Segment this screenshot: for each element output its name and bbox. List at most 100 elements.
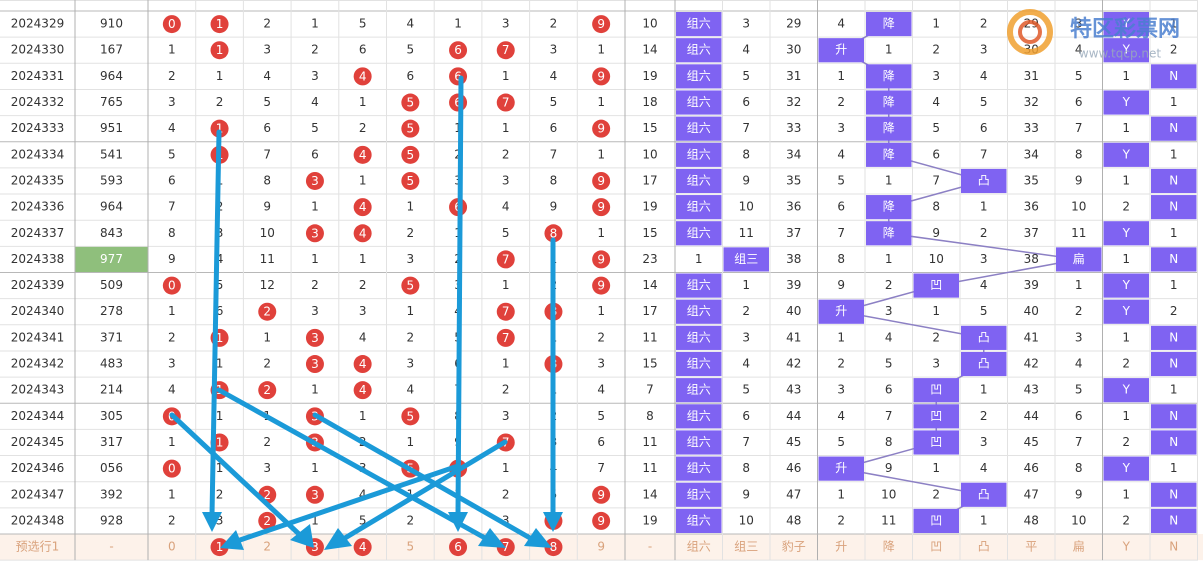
cell: 10 [739, 200, 754, 214]
cell: 35 [1024, 173, 1039, 187]
ball [353, 355, 372, 374]
box [676, 168, 722, 194]
cell: 5 [311, 121, 319, 135]
box-label: 组六 [687, 304, 711, 318]
box [961, 482, 1007, 507]
box [676, 508, 722, 533]
cell: 4 [502, 200, 510, 214]
box [866, 90, 912, 115]
cell: 6 [597, 435, 605, 449]
cell: 30 [786, 43, 801, 57]
ball-label: 5 [407, 122, 415, 136]
box-label: 组六 [687, 173, 711, 187]
cell: 10 [739, 513, 754, 527]
ball-label: 5 [407, 148, 415, 162]
ball-label: 3 [311, 226, 319, 240]
ball-label: 5 [407, 96, 415, 110]
cell: 43 [786, 383, 801, 397]
ball [592, 15, 611, 34]
cell: 6 [311, 147, 319, 161]
cell: 14 [642, 487, 657, 501]
box-label: 组六 [687, 435, 711, 449]
box-label: Y [1122, 304, 1131, 318]
cell: 3 [311, 69, 319, 83]
cell: 6 [742, 409, 750, 423]
number: 843 [100, 226, 123, 240]
cell: 3 [168, 357, 176, 371]
cell: 2 [932, 43, 940, 57]
arrow-head [543, 512, 563, 532]
cell: 2 [1122, 200, 1130, 214]
ball-label: 8 [550, 226, 558, 240]
cell: 9 [742, 173, 750, 187]
box-label: 凹 [930, 383, 942, 397]
cell: 5 [359, 17, 367, 31]
cell: 1 [359, 252, 367, 266]
cell: 29 [786, 17, 801, 31]
cell: 4 [407, 17, 415, 31]
ball [496, 328, 515, 347]
period: 2024334 [11, 147, 64, 161]
cell: 2 [359, 278, 367, 292]
box-label: 降 [883, 17, 895, 31]
cell: 1 [1170, 17, 1178, 31]
ball [592, 119, 611, 138]
box [1151, 508, 1197, 533]
cell: 1 [885, 43, 893, 57]
box-label: 降 [883, 121, 895, 135]
box [913, 404, 959, 429]
cell: 1 [407, 435, 415, 449]
box-label: 凸 [978, 330, 990, 344]
cell: 9 [168, 252, 176, 266]
box-label: Y [1122, 278, 1131, 292]
cell: 3 [932, 357, 940, 371]
ball [496, 41, 515, 60]
cell: 1 [597, 226, 605, 240]
cell: 3 [502, 173, 510, 187]
box [961, 351, 1007, 377]
number: 910 [100, 17, 123, 31]
cell: 凹 [930, 540, 942, 554]
cell: 3 [597, 357, 605, 371]
arrow-head [202, 512, 222, 532]
cell: 31 [1024, 69, 1039, 83]
cell: 1 [263, 330, 271, 344]
ball [305, 171, 324, 190]
cell: 15 [642, 357, 657, 371]
cell: 1 [837, 330, 845, 344]
arrow [216, 387, 488, 541]
box [1103, 299, 1149, 324]
cell: 9 [263, 200, 271, 214]
period: 2024335 [11, 173, 64, 187]
ball-label: 6 [454, 43, 462, 57]
box-label: 降 [883, 200, 895, 214]
box-label: 升 [835, 461, 847, 475]
period: 2024332 [11, 95, 64, 109]
box [866, 221, 912, 246]
box-label: 组六 [687, 330, 711, 344]
box [676, 273, 722, 298]
cell: 1 [885, 252, 893, 266]
cell: 11 [642, 435, 657, 449]
box-label: 凸 [978, 357, 990, 371]
box-label: 组六 [687, 409, 711, 423]
box-label: 升 [835, 304, 847, 318]
cell: 1 [216, 357, 224, 371]
cell: 14 [642, 278, 657, 292]
box [818, 299, 864, 324]
cell: 4 [980, 461, 988, 475]
box [676, 90, 722, 115]
box-label: 组六 [687, 461, 711, 475]
cell: 10 [260, 226, 275, 240]
box [1151, 404, 1197, 429]
ball [496, 250, 515, 269]
period: 2024331 [11, 69, 64, 83]
cell: 8 [646, 409, 654, 423]
period: 2024340 [11, 304, 64, 318]
cell: 3 [1075, 330, 1083, 344]
ball-label: 8 [550, 540, 558, 554]
number: 483 [100, 357, 123, 371]
box-label: 组六 [687, 17, 711, 31]
ball-label: 9 [597, 174, 605, 188]
